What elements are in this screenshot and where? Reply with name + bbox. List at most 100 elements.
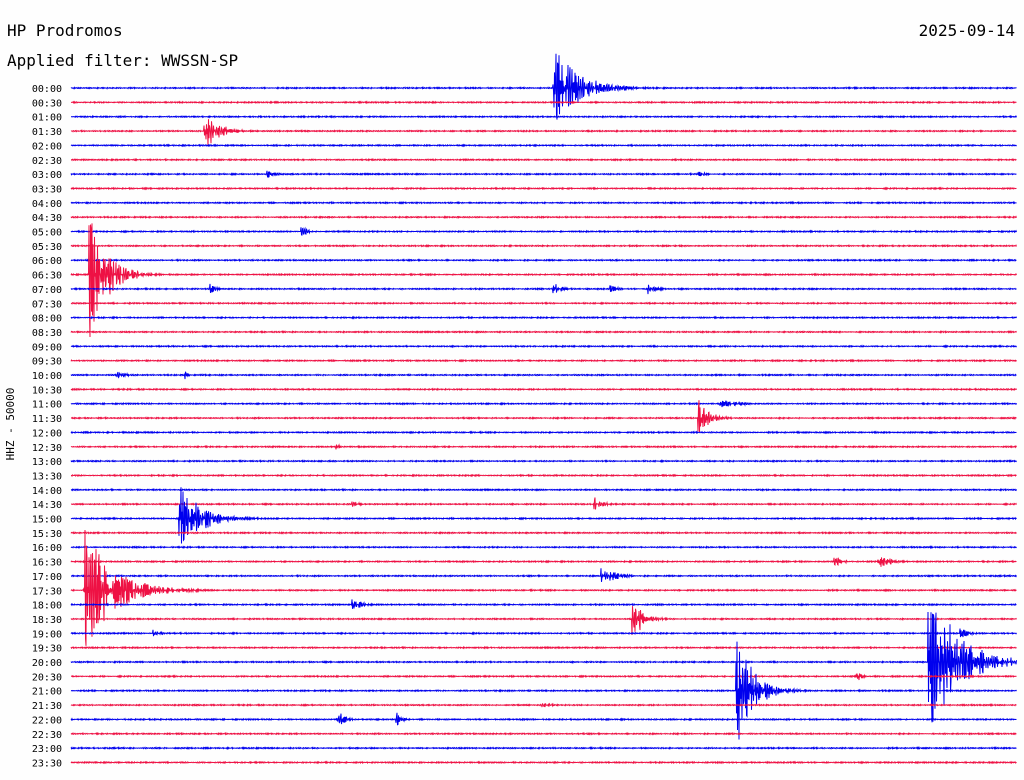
trace-line	[70, 387, 1017, 392]
trace-line	[70, 371, 1017, 380]
trace-line	[70, 100, 1017, 105]
trace-line	[70, 315, 1017, 320]
trace-line	[70, 645, 1017, 650]
date-label: 2025-09-14	[919, 21, 1015, 40]
row-time-label: 13:00	[32, 457, 62, 468]
row-time-label: 23:30	[32, 758, 62, 769]
trace-line	[70, 200, 1017, 205]
trace-line	[70, 170, 1017, 178]
trace-line	[70, 143, 1017, 148]
row-time-label: 15:30	[32, 529, 62, 540]
row-time-label: 06:30	[32, 271, 62, 282]
station-title: HP Prodromos	[7, 21, 123, 40]
trace-line	[70, 215, 1017, 220]
trace-line	[70, 599, 1017, 609]
trace-line	[70, 497, 1017, 510]
trace-line	[70, 556, 1017, 567]
trace-line	[70, 641, 1017, 740]
row-time-label: 09:00	[32, 342, 62, 353]
row-time-label: 17:30	[32, 586, 62, 597]
row-time-label: 20:30	[32, 672, 62, 683]
trace-line	[70, 529, 1017, 646]
row-time-label: 02:00	[32, 141, 62, 152]
row-time-label: 17:00	[32, 572, 62, 583]
row-time-label: 08:30	[32, 328, 62, 339]
trace-line	[70, 473, 1017, 478]
trace-line	[70, 746, 1017, 751]
row-time-label: 00:30	[32, 98, 62, 109]
trace-rows: 00:00 00:30 01:00 01:30 02:00 02:30 03:00 03:30…	[32, 53, 1017, 769]
row-time-label: 21:00	[32, 687, 62, 698]
trace-line	[71, 114, 1017, 119]
row-time-label: 16:00	[32, 543, 62, 554]
row-time-label: 03:00	[32, 170, 62, 181]
row-time-label: 18:30	[32, 615, 62, 626]
row-time-label: 05:30	[32, 242, 62, 253]
row-time-label: 22:00	[32, 715, 62, 726]
row-time-label: 01:00	[32, 113, 62, 124]
trace-line	[70, 301, 1017, 306]
row-time-label: 10:00	[32, 371, 62, 382]
trace-line	[70, 223, 1017, 338]
trace-line	[70, 760, 1017, 765]
trace-line	[70, 430, 1017, 435]
row-time-label: 14:00	[32, 486, 62, 497]
trace-line	[70, 731, 1017, 736]
y-axis-label: HHZ - 50000	[4, 388, 17, 461]
trace-line	[70, 400, 1017, 433]
trace-line	[70, 53, 1017, 120]
row-time-label: 03:30	[32, 184, 62, 195]
row-time-label: 09:30	[32, 357, 62, 368]
row-time-label: 08:00	[32, 314, 62, 325]
row-time-label: 10:30	[32, 385, 62, 396]
row-time-label: 19:00	[32, 629, 62, 640]
trace-line	[70, 606, 1017, 636]
row-time-label: 11:00	[32, 400, 62, 411]
trace-line	[70, 459, 1017, 464]
trace-line	[70, 283, 1017, 295]
trace-line	[71, 568, 1017, 582]
trace-line	[70, 611, 1017, 723]
row-time-label: 06:00	[32, 256, 62, 267]
row-time-label: 04:30	[32, 213, 62, 224]
trace-line	[70, 226, 1017, 236]
row-time-label: 11:30	[32, 414, 62, 425]
row-time-label: 13:30	[32, 471, 62, 482]
trace-line	[70, 258, 1017, 263]
trace-line	[70, 344, 1017, 349]
trace-line	[70, 186, 1017, 191]
row-time-label: 20:00	[32, 658, 62, 669]
trace-line	[70, 358, 1017, 363]
row-time-label: 00:00	[32, 84, 62, 95]
row-time-label: 07:30	[32, 299, 62, 310]
trace-line	[70, 673, 1017, 681]
filter-label: Applied filter: WWSSN-SP	[7, 51, 238, 70]
row-time-label: 05:00	[32, 228, 62, 239]
trace-line	[70, 243, 1017, 248]
trace-line	[70, 487, 1017, 544]
row-time-label: 18:00	[32, 601, 62, 612]
trace-line	[70, 545, 1017, 550]
row-time-label: 22:30	[32, 730, 62, 741]
trace-line	[70, 702, 1017, 708]
row-time-label: 19:30	[32, 644, 62, 655]
row-time-label: 23:00	[32, 744, 62, 755]
row-time-label: 12:30	[32, 443, 62, 454]
row-time-label: 12:00	[32, 428, 62, 439]
row-time-label: 14:30	[32, 500, 62, 511]
trace-line	[70, 628, 1017, 638]
row-time-label: 04:00	[32, 199, 62, 210]
row-time-label: 02:30	[32, 156, 62, 167]
trace-line	[70, 443, 1017, 450]
trace-line	[70, 712, 1017, 726]
row-time-label: 16:30	[32, 558, 62, 569]
row-time-label: 21:30	[32, 701, 62, 712]
row-time-label: 01:30	[32, 127, 62, 138]
row-time-label: 15:00	[32, 515, 62, 526]
trace-line	[70, 119, 1017, 146]
row-time-label: 07:00	[32, 285, 62, 296]
trace-line	[70, 530, 1017, 535]
trace-line	[70, 157, 1017, 162]
trace-line	[70, 329, 1017, 334]
